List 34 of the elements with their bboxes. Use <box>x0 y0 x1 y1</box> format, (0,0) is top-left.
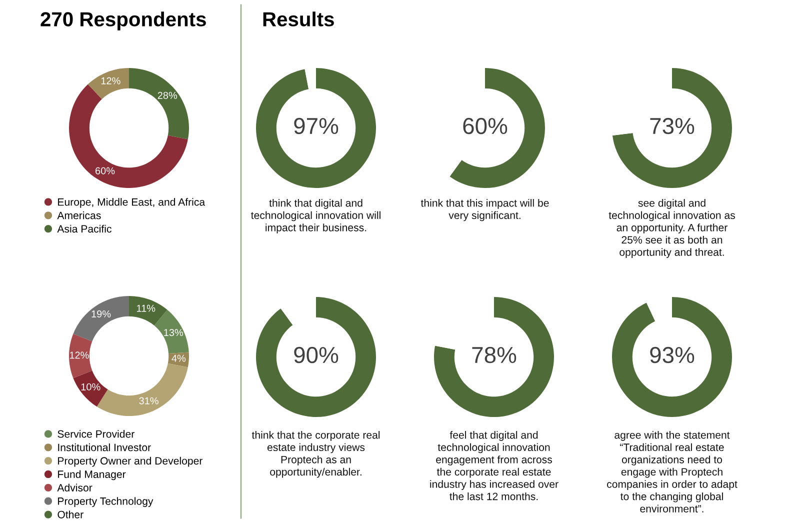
text: agree with the statement “Traditional real estate organizations need to engage with Proptech companies in order to adapt to the changing global environment”. <box>607 431 738 512</box>
legend-label: Europe, Middle East, and Africa <box>58 198 206 208</box>
data-label: 13% <box>164 328 184 336</box>
text: see digital and technological innovation as an opportunity. A further 25% see it as both an opportunity and threat. <box>608 199 735 258</box>
legend-label: Service Provider <box>58 430 134 438</box>
data-label: 19% <box>92 310 111 318</box>
data-label: 12% <box>70 352 89 359</box>
data-label: 60% <box>96 167 115 174</box>
data-label: 12% <box>101 77 120 84</box>
data-label: 97% <box>294 118 338 134</box>
text: think that digital and technological innovation will impact their business. <box>251 199 380 234</box>
data-label: 11% <box>136 304 156 312</box>
legend-label: Americas <box>57 211 101 220</box>
legend-label: Institutional Investor <box>58 443 151 452</box>
legend-label: Asia Pacific <box>57 224 112 233</box>
chart-title: Results <box>263 12 334 26</box>
data-label: 4% <box>172 354 186 362</box>
text: feel that digital and technological innovation engagement from across the corporate real estate industry has increased over the last 12 months. <box>430 431 558 500</box>
text: think that this impact will be very significant. <box>420 199 549 222</box>
data-label: 10% <box>81 383 100 390</box>
legend-label: Fund Manager <box>58 470 126 480</box>
legend-label: Property Owner and Developer <box>58 456 203 467</box>
data-label: 93% <box>650 346 694 364</box>
legend-label: Other <box>58 510 84 518</box>
chart-title: 270 Respondents <box>40 12 206 30</box>
legend-label: Advisor <box>57 484 92 492</box>
legend-label: Property Technology <box>58 497 154 507</box>
data-label: 73% <box>650 118 694 134</box>
data-label: 28% <box>158 92 178 99</box>
text: think that the corporate real estate industry views Proptech as an opportunity/enabler. <box>252 431 380 478</box>
data-label: 90% <box>294 346 338 364</box>
data-label: 78% <box>472 346 516 364</box>
data-label: 60% <box>463 118 508 134</box>
data-label: 31% <box>139 397 158 404</box>
